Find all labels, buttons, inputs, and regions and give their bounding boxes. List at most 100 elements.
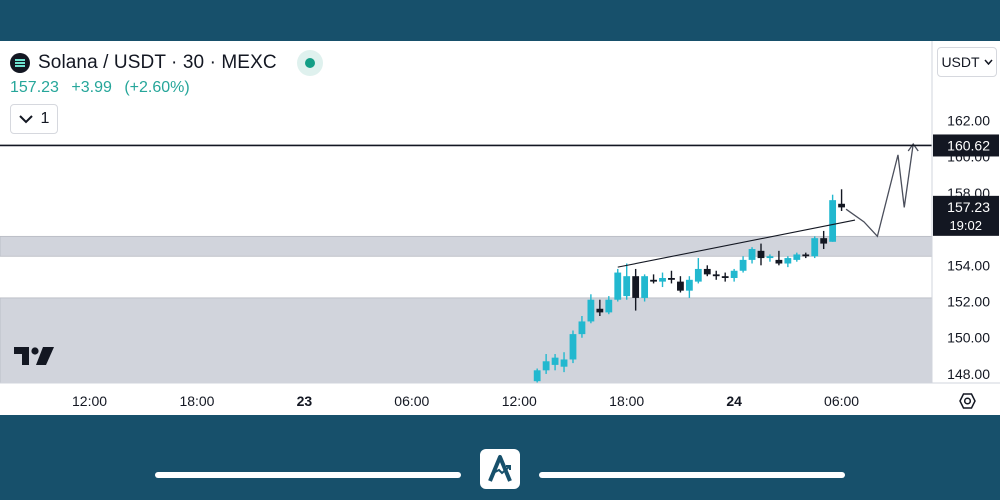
candle-body (659, 277, 666, 282)
price-change-percent: (+2.60%) (124, 79, 190, 96)
candle-body (775, 259, 783, 264)
candle (748, 247, 756, 264)
candle-body (829, 200, 837, 242)
candle-body (587, 299, 595, 322)
chevron-down-icon (983, 59, 993, 65)
candle (811, 236, 819, 259)
trend-line (617, 219, 856, 268)
candle (560, 352, 568, 373)
candle-body (623, 276, 631, 297)
candle-body (605, 299, 613, 313)
candle (623, 263, 631, 300)
candle-body (533, 370, 541, 382)
time-axis-panel (0, 383, 1000, 415)
candle (641, 274, 649, 302)
y-tick-label: 150.00 (947, 330, 990, 346)
candlestick-chart[interactable]: 148.00150.00152.00154.00156.00158.00160.… (0, 41, 1000, 415)
candle-body (596, 308, 604, 313)
x-tick-label: 12:00 (72, 393, 107, 409)
y-tick-label: 148.00 (947, 366, 990, 382)
currency-select-button[interactable]: USDT (937, 47, 997, 77)
candle-body (560, 359, 568, 367)
candle (784, 256, 792, 268)
symbol-header: Solana / USDT · 30 · MEXC (10, 49, 323, 77)
candle-body (641, 276, 649, 298)
tradingview-logo-icon[interactable] (12, 344, 56, 368)
level-price-label-bg (933, 134, 999, 157)
gear-hexagon-icon[interactable] (959, 393, 976, 409)
candle-body (838, 203, 845, 208)
app-logo-glyph (488, 455, 512, 482)
candle (614, 268, 622, 302)
y-tick-label: 154.00 (947, 257, 990, 273)
candle (775, 250, 783, 266)
right-handle-bar (539, 472, 845, 478)
candle-body (802, 254, 810, 257)
candle (587, 294, 595, 324)
candle-body (551, 357, 559, 365)
candle-body (820, 238, 828, 244)
indicator-count: 1 (40, 110, 50, 127)
symbol-title[interactable]: Solana / USDT · 30 · MEXC (38, 52, 277, 73)
projection-arrowhead (907, 142, 919, 152)
candle (757, 243, 765, 266)
candle-body (685, 279, 693, 291)
candle-body (739, 259, 747, 271)
settings-hexagon (959, 393, 976, 409)
level-price-label: 160.62 (947, 137, 990, 153)
candle-body (721, 276, 729, 278)
candle (685, 276, 693, 298)
candle (712, 270, 720, 280)
candle-body (757, 250, 765, 259)
last-price-label-bg (933, 195, 999, 236)
last-price-label: 157.23 (947, 199, 990, 215)
chevron-down-icon (18, 115, 33, 124)
candle-body (632, 276, 640, 298)
x-tick-label: 24 (726, 393, 742, 409)
bar-countdown-label: 19:02 (949, 218, 982, 233)
live-status-dot-icon (296, 50, 323, 76)
candle-body (784, 258, 792, 264)
candle (650, 274, 657, 284)
candle-body (542, 361, 550, 371)
x-tick-label: 06:00 (824, 393, 859, 409)
price-summary: 157.23 +3.99 (+2.60%) (10, 79, 190, 97)
candle (551, 354, 559, 371)
app-a-logo-icon[interactable] (480, 449, 520, 489)
settings-center (963, 397, 972, 405)
x-tick-label: 06:00 (394, 393, 429, 409)
candle (632, 268, 640, 311)
candle (569, 330, 577, 364)
x-tick-label: 18:00 (179, 393, 214, 409)
x-tick-label: 23 (297, 393, 313, 409)
candle-body (650, 279, 657, 282)
candle (596, 299, 604, 317)
y-tick-label: 162.00 (947, 112, 990, 128)
candle (793, 252, 801, 262)
candle-body (766, 256, 774, 259)
candle (605, 296, 613, 315)
last-price: 157.23 (10, 79, 59, 96)
candle (766, 254, 774, 262)
candle (694, 258, 702, 284)
chart-panel[interactable]: 148.00150.00152.00154.00156.00158.00160.… (0, 41, 1000, 415)
candle-body (569, 334, 577, 360)
candle (659, 272, 666, 288)
projection-path (845, 143, 914, 238)
currency-label: USDT (941, 54, 980, 70)
candle (721, 272, 729, 282)
candle (802, 252, 810, 259)
price-zone-1 (0, 297, 933, 384)
candle-body (677, 281, 684, 291)
candle (703, 265, 711, 277)
x-tick-label: 18:00 (609, 393, 644, 409)
candle-body (811, 238, 819, 257)
candle (838, 189, 845, 212)
candle (820, 230, 828, 250)
solana-logo-icon (10, 53, 30, 73)
candle (829, 194, 837, 242)
candle-body (793, 254, 801, 260)
collapse-indicators-button[interactable]: 1 (10, 104, 58, 134)
candle (668, 270, 675, 284)
candle-body (614, 272, 622, 300)
